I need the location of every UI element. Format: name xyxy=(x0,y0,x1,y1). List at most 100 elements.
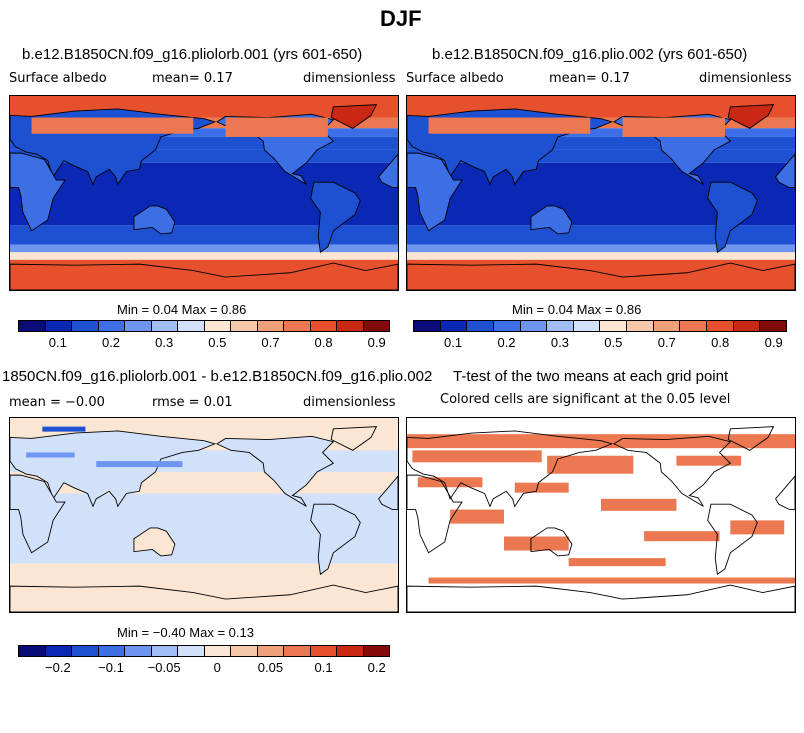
panel1-mean-label: mean= 0.17 xyxy=(152,71,233,86)
panel2-colorbar-swatches xyxy=(413,320,787,332)
colorbar-swatch xyxy=(574,321,601,331)
colorbar-swatch xyxy=(125,646,152,656)
field-band xyxy=(10,225,398,244)
panel3-title: 1850CN.f09_g16.pliolorb.001 - b.e12.B185… xyxy=(2,368,432,385)
colorbar-swatch xyxy=(125,321,152,331)
significant-cells xyxy=(644,531,719,541)
panel2-map xyxy=(406,95,796,291)
significant-cells xyxy=(429,578,795,584)
colorbar-swatch xyxy=(258,321,285,331)
colorbar-swatch xyxy=(178,646,205,656)
panel2-title: b.e12.B1850CN.f09_g16.plio.002 (yrs 601-… xyxy=(432,46,747,63)
colorbar-swatch xyxy=(19,321,46,331)
colorbar-tick-label: 0.9 xyxy=(368,335,386,350)
colorbar-swatch xyxy=(441,321,468,331)
colorbar-tick-label: 0.5 xyxy=(208,335,226,350)
panel1-variable-label: Surface albedo xyxy=(9,71,107,86)
colorbar-tick-label: 0.9 xyxy=(765,335,783,350)
colorbar-swatch xyxy=(760,321,786,331)
negative-anomaly xyxy=(26,452,75,457)
colorbar-tick-label: −0.1 xyxy=(98,660,124,675)
panel1-map xyxy=(9,95,399,291)
colorbar-tick-label: 0.2 xyxy=(102,335,120,350)
colorbar-swatch xyxy=(205,646,232,656)
colorbar-swatch xyxy=(547,321,574,331)
panel4-title: T-test of the two means at each grid poi… xyxy=(453,368,728,385)
colorbar-tick-label: 0.7 xyxy=(658,335,676,350)
colorbar-tick-label: 0.1 xyxy=(444,335,462,350)
colorbar-swatch xyxy=(337,646,364,656)
colorbar-swatch xyxy=(337,321,364,331)
colorbar-tick-label: 0.5 xyxy=(604,335,622,350)
significant-cells xyxy=(515,483,569,493)
colorbar-swatch xyxy=(734,321,761,331)
significant-cells xyxy=(504,537,569,551)
colorbar-swatch xyxy=(680,321,707,331)
page-title: DJF xyxy=(380,6,422,32)
colorbar-swatch xyxy=(521,321,548,331)
colorbar-swatch xyxy=(152,321,179,331)
panel2-minmax: Min = 0.04 Max = 0.86 xyxy=(512,302,641,317)
panel3-colorbar-swatches xyxy=(18,645,390,657)
panel3-minmax: Min = −0.40 Max = 0.13 xyxy=(117,625,254,640)
panel2-colorbar: 0.1 0.2 0.3 0.5 0.7 0.8 0.9 xyxy=(413,320,787,350)
field-band xyxy=(10,245,398,253)
colorbar-swatch xyxy=(364,646,390,656)
panel1-minmax: Min = 0.04 Max = 0.86 xyxy=(117,302,246,317)
colorbar-swatch xyxy=(99,646,126,656)
colorbar-tick-label: 0.8 xyxy=(711,335,729,350)
panel4-subtitle: Colored cells are significant at the 0.0… xyxy=(440,392,730,407)
colorbar-tick-label: 0.7 xyxy=(261,335,279,350)
colorbar-swatch xyxy=(46,646,73,656)
colorbar-tick-label: 0.2 xyxy=(368,660,386,675)
panel2-map-svg xyxy=(407,96,795,290)
negative-anomaly xyxy=(96,461,182,467)
panel4-map-svg xyxy=(407,418,795,612)
colorbar-tick-label: 0.1 xyxy=(49,335,67,350)
colorbar-swatch xyxy=(72,646,99,656)
colorbar-tick-label: −0.05 xyxy=(148,660,181,675)
panel3-map xyxy=(9,417,399,613)
snow-band xyxy=(226,118,328,137)
panel3-mean-label: mean = −0.00 xyxy=(9,395,105,410)
panel3-colorbar-ticks: −0.2 −0.1 −0.05 0 0.05 0.1 0.2 xyxy=(18,657,390,675)
snow-band xyxy=(623,118,725,137)
significant-cells xyxy=(412,450,541,462)
panel1-colorbar: 0.1 0.2 0.3 0.5 0.7 0.8 0.9 xyxy=(18,320,390,350)
colorbar-tick-label: −0.2 xyxy=(45,660,71,675)
colorbar-swatch xyxy=(99,321,126,331)
colorbar-swatch xyxy=(467,321,494,331)
significant-cells xyxy=(601,499,676,511)
colorbar-tick-label: 0.1 xyxy=(315,660,333,675)
colorbar-swatch xyxy=(494,321,521,331)
panel4-map xyxy=(406,417,796,613)
colorbar-swatch xyxy=(231,646,258,656)
colorbar-tick-label: 0.05 xyxy=(258,660,283,675)
colorbar-swatch xyxy=(231,321,258,331)
panel1-title: b.e12.B1850CN.f09_g16.pliolorb.001 (yrs … xyxy=(22,46,362,63)
colorbar-tick-label: 0 xyxy=(214,660,221,675)
colorbar-tick-label: 0.8 xyxy=(315,335,333,350)
significant-cells xyxy=(407,434,795,448)
panel2-variable-label: Surface albedo xyxy=(406,71,504,86)
colorbar-swatch xyxy=(284,646,311,656)
snow-band xyxy=(32,118,194,134)
colorbar-swatch xyxy=(311,646,338,656)
snow-band xyxy=(429,118,591,134)
colorbar-tick-label: 0.2 xyxy=(497,335,515,350)
panel1-colorbar-ticks: 0.1 0.2 0.3 0.5 0.7 0.8 0.9 xyxy=(18,332,390,350)
panel1-map-svg xyxy=(10,96,398,290)
colorbar-swatch xyxy=(46,321,73,331)
panel2-mean-label: mean= 0.17 xyxy=(549,71,630,86)
field-band xyxy=(407,245,795,253)
colorbar-swatch xyxy=(258,646,285,656)
colorbar-swatch xyxy=(600,321,627,331)
significant-cells xyxy=(418,477,483,487)
field-band xyxy=(407,252,795,260)
colorbar-swatch xyxy=(311,321,338,331)
significant-cells xyxy=(569,558,666,566)
panel3-rmse-label: rmse = 0.01 xyxy=(152,395,233,410)
colorbar-swatch xyxy=(284,321,311,331)
colorbar-swatch xyxy=(627,321,654,331)
colorbar-swatch xyxy=(72,321,99,331)
